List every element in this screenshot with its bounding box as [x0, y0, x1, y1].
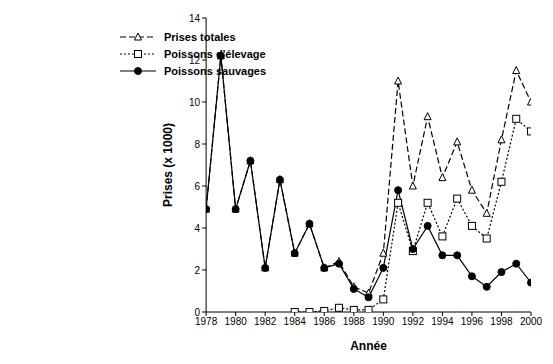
svg-text:1982: 1982	[254, 316, 277, 327]
svg-text:6: 6	[195, 181, 201, 192]
svg-text:12: 12	[189, 55, 201, 66]
svg-text:14: 14	[189, 13, 201, 24]
svg-text:Année: Année	[350, 339, 387, 353]
svg-text:8: 8	[195, 139, 201, 150]
svg-text:1998: 1998	[490, 316, 513, 327]
svg-text:0: 0	[195, 307, 201, 318]
svg-text:Prises (x 1000): Prises (x 1000)	[161, 123, 175, 207]
svg-text:1980: 1980	[225, 316, 248, 327]
svg-text:1984: 1984	[284, 316, 307, 327]
svg-text:1994: 1994	[431, 316, 454, 327]
svg-text:1986: 1986	[313, 316, 336, 327]
svg-text:10: 10	[189, 97, 201, 108]
svg-text:1988: 1988	[343, 316, 366, 327]
svg-text:1978: 1978	[195, 316, 218, 327]
svg-text:2: 2	[195, 265, 201, 276]
svg-text:1992: 1992	[402, 316, 425, 327]
svg-text:4: 4	[195, 223, 201, 234]
svg-text:1990: 1990	[372, 316, 395, 327]
svg-text:1996: 1996	[461, 316, 484, 327]
svg-text:2000: 2000	[520, 316, 543, 327]
